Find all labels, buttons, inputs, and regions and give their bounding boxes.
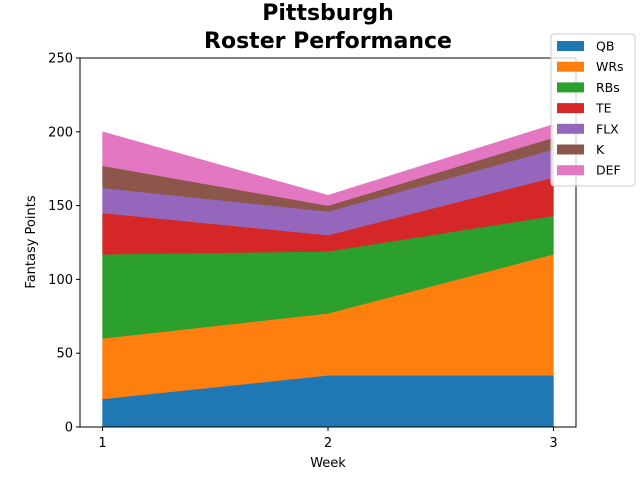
x-axis: 1 2 3 [98, 427, 558, 451]
y-axis-label: Fantasy Points [24, 195, 39, 288]
legend-swatch-k [557, 144, 584, 155]
legend-label-rbs: RBs [596, 80, 620, 95]
y-axis: 0 50 100 150 200 250 [48, 52, 80, 436]
legend-swatch-te [557, 103, 584, 114]
y-tick-label: 200 [48, 125, 73, 140]
x-axis-label: Week [310, 456, 346, 471]
y-tick-label: 100 [48, 273, 73, 288]
legend-label-qb: QB [596, 39, 614, 54]
areas-layer [102, 124, 554, 428]
y-tick-label: 0 [65, 421, 73, 436]
legend-label-te: TE [595, 101, 612, 116]
legend-label-def: DEF [596, 163, 621, 178]
x-tick-label: 2 [324, 436, 332, 451]
y-tick-label: 250 [48, 52, 73, 67]
y-tick-label: 50 [56, 347, 73, 362]
legend-label-k: K [596, 142, 605, 157]
x-tick-label: 1 [98, 436, 106, 451]
y-tick-label: 150 [48, 199, 73, 214]
legend-swatch-qb [557, 41, 584, 51]
chart-title-line-2: Roster Performance [204, 29, 452, 54]
x-tick-label: 3 [549, 436, 557, 451]
legend-swatch-flx [557, 123, 584, 134]
legend-swatch-wrs [557, 61, 584, 72]
chart-title-line-1: Pittsburgh [262, 1, 393, 26]
legend-swatch-def [557, 165, 584, 176]
legend-label-flx: FLX [596, 121, 619, 136]
legend-swatch-rbs [557, 82, 584, 93]
legend-label-wrs: WRs [596, 59, 624, 74]
legend: QB WRs RBs TE FLX K DEF [550, 33, 636, 187]
